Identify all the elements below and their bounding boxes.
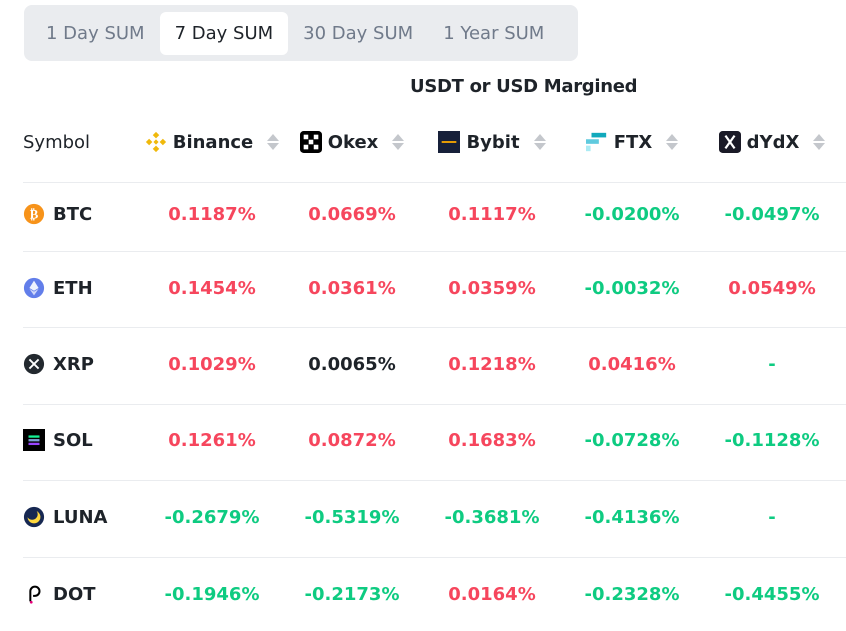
funding-rate-cell: 0.0549%	[728, 277, 816, 299]
luna-coin-icon	[23, 506, 45, 528]
funding-rate-cell: 0.1261%	[168, 429, 256, 451]
funding-rate-cell: -0.0032%	[584, 277, 680, 299]
header-label: dYdX	[746, 131, 800, 153]
funding-rate-cell: -	[768, 506, 776, 528]
table-row[interactable]: SOL 0.1261% 0.0872% 0.1683% -0.0728% -0.1128%	[0, 424, 846, 456]
header-ftx[interactable]: FTX	[562, 131, 702, 153]
funding-rate-cell: -0.1946%	[164, 583, 260, 605]
header-okex[interactable]: Okex	[282, 131, 422, 153]
funding-rate-cell: -0.1128%	[724, 429, 820, 451]
period-tabs: 1 Day SUM 7 Day SUM 30 Day SUM 1 Year SU…	[24, 5, 578, 61]
funding-rate-cell: -0.4136%	[584, 506, 680, 528]
funding-rate-cell: 0.0359%	[448, 277, 536, 299]
sort-icon[interactable]	[392, 134, 405, 150]
header-label: Bybit	[466, 131, 520, 153]
table-row[interactable]: ETH 0.1454% 0.0361% 0.0359% -0.0032% 0.0549%	[0, 272, 846, 304]
tab-7-day-sum[interactable]: 7 Day SUM	[159, 11, 289, 55]
row-divider	[23, 557, 846, 558]
funding-rate-cell: -0.4455%	[724, 583, 820, 605]
xrp-coin-icon	[23, 353, 45, 375]
header-label: Binance	[172, 131, 254, 153]
symbol-label: DOT	[53, 583, 96, 605]
funding-rate-cell: -0.0728%	[584, 429, 680, 451]
tab-1-day-sum[interactable]: 1 Day SUM	[46, 22, 145, 44]
symbol-label: ETH	[53, 277, 93, 299]
funding-rate-cell: 0.0164%	[448, 583, 536, 605]
sort-icon[interactable]	[666, 134, 679, 150]
tab-30-day-sum[interactable]: 30 Day SUM	[303, 22, 414, 44]
table-row[interactable]: ₿ BTC 0.1187% 0.0669% 0.1117% -0.0200% -0.0497…	[0, 198, 846, 230]
symbol-label: XRP	[53, 353, 94, 375]
symbol-header: Symbol	[23, 131, 91, 153]
row-divider	[23, 327, 846, 328]
funding-rate-cell: 0.1454%	[168, 277, 256, 299]
row-divider	[23, 404, 846, 405]
symbol-cell: DOT	[0, 583, 142, 605]
funding-rate-cell: 0.1117%	[448, 203, 536, 225]
funding-rate-cell: -0.2679%	[164, 506, 260, 528]
okex-logo-icon	[299, 131, 322, 153]
funding-rate-cell: -0.0497%	[724, 203, 820, 225]
funding-rate-cell: 0.1683%	[448, 429, 536, 451]
funding-rate-cell: 0.0872%	[308, 429, 396, 451]
funding-rate-cell: -0.3681%	[444, 506, 540, 528]
table-header: Symbol Binance Okex Bybit FTX dYdX	[0, 126, 846, 158]
margin-title: USDT or USD Margined	[410, 76, 638, 97]
funding-rate-cell: -0.2173%	[304, 583, 400, 605]
row-divider	[23, 251, 846, 252]
sol-coin-icon	[23, 429, 45, 451]
header-binance[interactable]: Binance	[142, 131, 282, 153]
funding-rate-cell: -	[768, 353, 776, 375]
funding-rate-cell: 0.1029%	[168, 353, 256, 375]
table-row[interactable]: LUNA -0.2679% -0.5319% -0.3681% -0.4136% -	[0, 501, 846, 533]
dot-coin-icon	[29, 585, 41, 604]
sort-icon[interactable]	[813, 134, 826, 150]
symbol-cell: LUNA	[0, 506, 142, 528]
funding-rate-cell: 0.0416%	[588, 353, 676, 375]
header-label: FTX	[613, 131, 653, 153]
symbol-label: BTC	[53, 203, 93, 225]
tab-1-year-sum[interactable]: 1 Year SUM	[443, 22, 545, 44]
sort-icon[interactable]	[267, 134, 280, 150]
funding-rate-cell: -0.2328%	[584, 583, 680, 605]
funding-rate-cell: -0.0200%	[584, 203, 680, 225]
table-row[interactable]: XRP 0.1029% 0.0065% 0.1218% 0.0416% -	[0, 348, 846, 380]
row-divider	[23, 480, 846, 481]
eth-coin-icon	[23, 277, 45, 299]
funding-rate-cell: 0.1218%	[448, 353, 536, 375]
funding-rate-cell: 0.0669%	[308, 203, 396, 225]
btc-coin-icon: ₿	[23, 203, 45, 225]
table-row[interactable]: DOT -0.1946% -0.2173% 0.0164% -0.2328% -0.445…	[0, 578, 846, 610]
svg-text:₿: ₿	[30, 208, 39, 223]
symbol-cell: XRP	[0, 353, 142, 375]
header-dydx[interactable]: dYdX	[702, 131, 842, 153]
symbol-label: LUNA	[53, 506, 108, 528]
row-divider	[23, 182, 846, 183]
symbol-cell: ₿ BTC	[0, 203, 142, 225]
funding-rate-cell: 0.0065%	[308, 353, 396, 375]
header-bybit[interactable]: Bybit	[422, 131, 562, 153]
symbol-cell: SOL	[0, 429, 142, 451]
header-label: Okex	[327, 131, 379, 153]
funding-rate-cell: 0.0361%	[308, 277, 396, 299]
funding-rate-cell: -0.5319%	[304, 506, 400, 528]
funding-rate-cell: 0.1187%	[168, 203, 256, 225]
bybit-logo-icon	[438, 131, 461, 153]
sort-icon[interactable]	[533, 134, 546, 150]
symbol-label: SOL	[53, 429, 93, 451]
dydx-logo-icon	[718, 131, 741, 153]
binance-logo-icon	[145, 131, 166, 153]
symbol-cell: ETH	[0, 277, 142, 299]
ftx-logo-icon	[585, 132, 606, 152]
